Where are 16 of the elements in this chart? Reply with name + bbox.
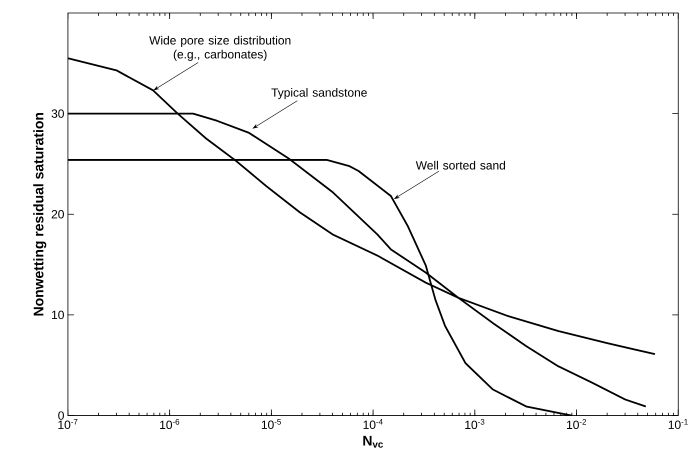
x-tick-label: 10$^{-7}$ (58, 418, 78, 429)
x-tick-label: 10$^{-5}$ (262, 418, 281, 429)
x-tick-label: 10$^{-4}$ (364, 418, 383, 429)
x-tick-label: 10$^{-6}$ (160, 418, 180, 429)
x-tick-label: 10$^{-2}$ (567, 418, 586, 429)
y-tick-label: 0 (58, 411, 64, 420)
y-tick-label: 20 (52, 210, 64, 218)
y-axis-title: Nonwetting residual saturation (33, 112, 46, 316)
annotation: Typical sandstone (271, 88, 367, 99)
annotation: Well sorted sand (416, 160, 506, 170)
y-tick-label: 10 (52, 310, 64, 319)
annotation: Wide pore size distribution (e.g., carbonates) (149, 36, 290, 61)
y-tick-label: 30 (52, 109, 64, 118)
x-axis-title: N$_{vc}$ (363, 436, 383, 448)
x-tick-label: 10$^{-3}$ (465, 418, 484, 429)
x-tick-label: 10$^{-1}$ (668, 418, 688, 429)
